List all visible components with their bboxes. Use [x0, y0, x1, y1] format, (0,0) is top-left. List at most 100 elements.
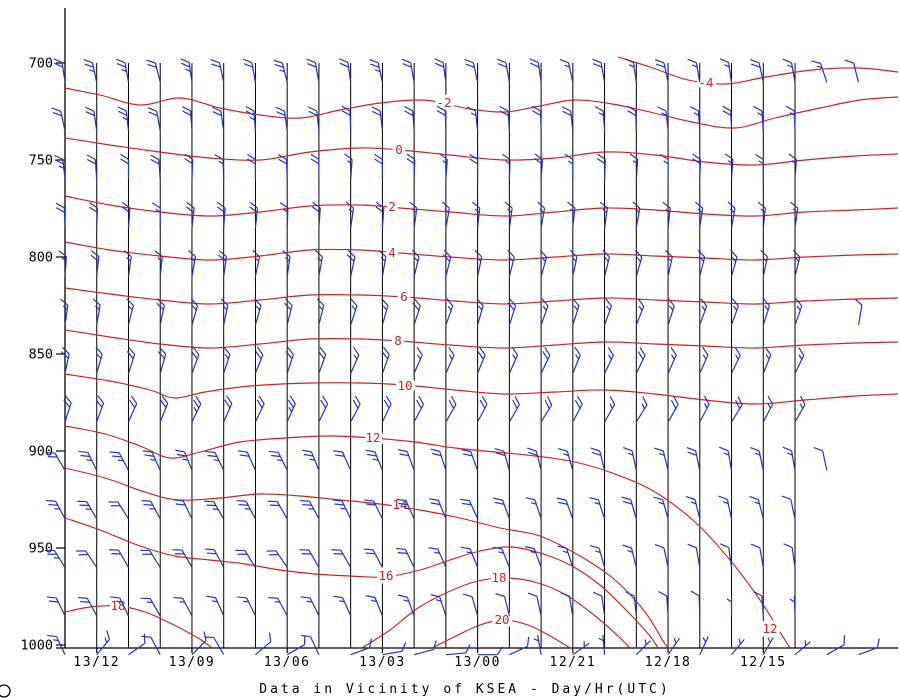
wind-barb: [558, 447, 574, 471]
wind-barb: [109, 549, 130, 568]
wind-barb: [180, 58, 193, 83]
wind-barb: [397, 594, 415, 617]
wind-barb: [190, 298, 199, 326]
wind-barb: [332, 499, 352, 520]
wind-barb: [350, 298, 358, 326]
wind-barb: [604, 395, 616, 423]
wind-barb: [790, 201, 799, 228]
isotherm-label: 8: [394, 333, 402, 348]
wind-barb: [301, 634, 320, 655]
isotherm-label: 12: [365, 430, 380, 445]
wind-barb: [439, 153, 448, 180]
wind-barb: [412, 298, 421, 326]
wind-barb: [507, 249, 515, 277]
isotherm-label: 16: [378, 568, 393, 583]
wind-barb: [401, 58, 415, 83]
isotherm-line: [64, 605, 213, 649]
wind-barb: [341, 105, 352, 131]
wind-barb: [188, 249, 197, 277]
wind-barb: [85, 106, 98, 131]
wind-barb: [445, 395, 457, 423]
wind-barb: [654, 59, 669, 83]
wind-barb: [540, 347, 551, 374]
wind-barb: [635, 249, 643, 277]
wind-barb: [604, 298, 613, 326]
wind-barb: [750, 59, 764, 83]
wind-barb: [204, 636, 225, 656]
wind-barb: [220, 298, 229, 326]
wind-barb: [657, 106, 669, 131]
wind-barb: [156, 298, 165, 326]
wind-barb: [123, 250, 132, 277]
wind-barb: [493, 497, 510, 520]
wind-barb: [524, 546, 542, 568]
wind-barb: [625, 591, 637, 616]
wind-barb: [727, 201, 736, 229]
wind-barb: [127, 395, 138, 423]
wind-barb: [306, 58, 320, 83]
wind-barb: [654, 447, 669, 471]
x-tick-label: 12/18: [645, 655, 692, 670]
x-tick-label: 13/00: [454, 655, 501, 670]
wind-barb: [110, 596, 130, 617]
wind-barb: [345, 201, 355, 228]
wind-barb: [214, 154, 225, 180]
isotherm-line: [64, 87, 899, 129]
wind-barb: [622, 544, 637, 568]
wind-barb: [331, 549, 352, 568]
wind-barb: [346, 249, 356, 277]
wind-barb: [236, 499, 256, 520]
wind-barb: [140, 597, 161, 617]
wind-barb: [445, 298, 454, 326]
y-tick-label: 900: [29, 444, 53, 460]
wind-barb: [594, 105, 606, 131]
wind-barb: [411, 249, 420, 277]
isotherm-line: [64, 195, 899, 217]
wind-barb: [508, 346, 519, 374]
wind-barb: [719, 543, 733, 568]
wind-barb: [572, 298, 580, 326]
wind-barb: [826, 635, 846, 656]
wind-barb: [699, 395, 710, 423]
x-tick-label: 13/09: [169, 655, 216, 670]
wind-barb: [344, 153, 353, 180]
wind-barb: [141, 635, 161, 655]
wind-barb: [397, 449, 415, 471]
wind-barb: [508, 395, 520, 423]
x-tick-label: 13/03: [359, 655, 406, 670]
isotherm-line: [64, 517, 659, 649]
wind-barb: [300, 499, 320, 520]
wind-barb: [690, 590, 701, 616]
wind-barb: [811, 60, 828, 83]
wind-barb: [556, 497, 574, 520]
wind-barb: [172, 549, 193, 568]
wind-barb: [686, 447, 701, 471]
wind-barb: [750, 543, 764, 568]
wind-barb: [302, 449, 320, 471]
wind-barb: [311, 201, 321, 228]
wind-barb: [782, 58, 796, 83]
wind-barb: [369, 59, 383, 83]
wind-barb: [464, 59, 479, 83]
y-tick-label: 750: [29, 153, 53, 169]
wind-barb: [436, 105, 447, 131]
wind-barb: [509, 636, 530, 656]
wind-barb: [151, 202, 161, 228]
wind-barb: [413, 346, 423, 374]
wind-barb: [445, 346, 455, 374]
isotherm-line: [64, 241, 899, 261]
wind-barb: [762, 395, 774, 423]
wind-barb: [730, 249, 738, 277]
wind-barb: [699, 298, 708, 326]
isotherm-line: [64, 137, 899, 166]
wind-barb: [499, 105, 510, 131]
wind-barb: [406, 153, 416, 180]
wind-barb: [283, 298, 293, 326]
wind-barb: [730, 396, 743, 423]
wind-barb: [687, 543, 701, 568]
wind-barb: [507, 298, 517, 326]
wind-barb: [692, 153, 702, 180]
wind-barb: [404, 105, 415, 131]
wind-barb: [55, 202, 66, 228]
wind-barb: [858, 638, 880, 656]
